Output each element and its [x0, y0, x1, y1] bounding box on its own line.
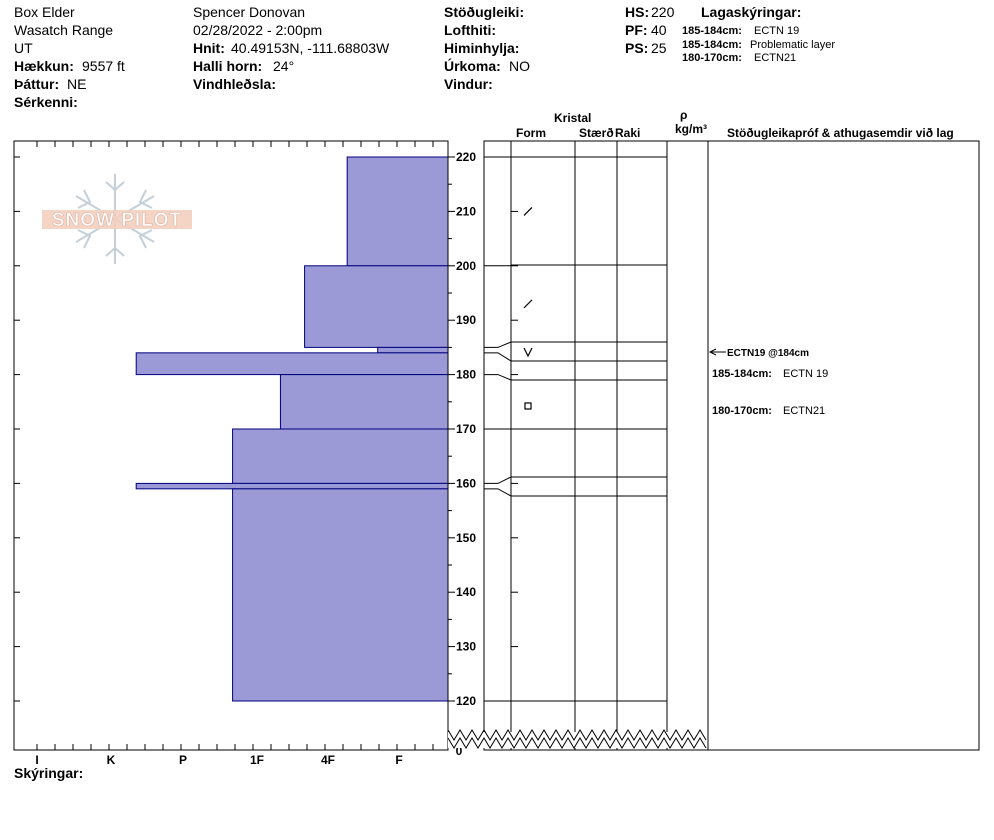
- hardness-bar: [304, 265, 449, 348]
- hardness-tick-label: F: [395, 753, 402, 767]
- stability-label: Stöðugleiki:: [444, 4, 524, 20]
- density-unit-header: kg/m³: [675, 122, 707, 136]
- hardness-bar: [135, 352, 449, 376]
- tests-header: Stöðugleikapróf & athugasemdir við lag: [727, 126, 954, 140]
- layer-note-text: ECTN 19: [754, 25, 799, 37]
- layer-note-range: 180-170cm:: [682, 52, 742, 64]
- wind-label: Vindur:: [444, 76, 493, 92]
- logo-text: SNOW PILOT: [52, 210, 182, 231]
- snowpilot-logo: SNOW PILOT: [42, 174, 192, 264]
- grain-symbol: [523, 347, 533, 358]
- y-tick-label: 120: [456, 694, 476, 708]
- ps-label: PS:: [625, 40, 648, 56]
- hardness-tick-label: K: [107, 753, 116, 767]
- slope-value: 24°: [273, 58, 294, 74]
- moisture-header: Raki: [615, 126, 640, 140]
- test-result-detail: ECTN 19: [783, 368, 828, 380]
- hardness-bar: [232, 428, 449, 484]
- test-result-detail: ECTN21: [783, 405, 825, 417]
- wind-loading-label: Vindhleðsla:: [193, 76, 276, 92]
- hardness-profile-area: [14, 141, 449, 750]
- notes-label: Skýringar:: [14, 765, 83, 781]
- location: Box Elder: [14, 4, 75, 20]
- aspect-label: Þáttur:: [14, 76, 59, 92]
- hardness-tick-label: 4F: [321, 753, 335, 767]
- size-header: Stærð: [579, 126, 614, 140]
- coords-label: Hnit:: [193, 40, 225, 56]
- hs-label: HS:: [625, 4, 649, 20]
- datetime: 02/28/2022 - 2:00pm: [193, 22, 322, 38]
- grain-symbol: [524, 402, 532, 410]
- elevation-label: Hækkun:: [14, 58, 74, 74]
- layer-note-text: Problematic layer: [750, 39, 835, 51]
- hardness-bar: [232, 488, 449, 702]
- hardness-tick-label: 1F: [250, 753, 264, 767]
- layer-note-range: 185-184cm:: [682, 39, 742, 51]
- layer-connector: [484, 488, 512, 497]
- layer-notes-title: Lagaskýringar:: [701, 4, 801, 20]
- hardness-bar: [279, 374, 449, 430]
- hardness-tick-label: I: [35, 753, 38, 767]
- form-header: Form: [516, 126, 546, 140]
- test-results: ECTN19 @184cm 185-184cm: ECTN 19 180-170cm:…: [708, 348, 828, 417]
- layer-connector: [484, 341, 512, 348]
- y-tick-label: 210: [456, 204, 476, 218]
- coords-value: 40.49153N, -111.68803W: [231, 40, 390, 56]
- ps-value: 25: [651, 40, 667, 56]
- rho-header: ρ: [680, 108, 687, 122]
- axis-break: [447, 737, 707, 749]
- hs-value: 220: [651, 4, 675, 20]
- layer-connector: [484, 352, 512, 362]
- y-tick-label: 190: [456, 313, 476, 327]
- break-band: [448, 732, 708, 748]
- y-tick-label: 160: [456, 476, 476, 490]
- crystal-grid: [447, 140, 709, 751]
- features-label: Sérkenni:: [14, 94, 78, 110]
- air-temp-label: Lofthiti:: [444, 22, 496, 38]
- y-tick-label: 220: [456, 150, 476, 164]
- range: Wasatch Range: [14, 22, 113, 38]
- precip-value: NO: [509, 58, 530, 74]
- slope-label: Halli horn:: [193, 58, 262, 74]
- aspect-value: NE: [67, 76, 86, 92]
- test-result: ECTN19 @184cm: [727, 348, 809, 359]
- precip-label: Úrkoma:: [444, 57, 501, 74]
- pf-label: PF:: [625, 22, 648, 38]
- axis-break: [447, 729, 707, 741]
- pf-value: 40: [651, 22, 667, 38]
- test-result-range: 185-184cm:: [712, 368, 772, 380]
- layer-note-range: 185-184cm:: [682, 25, 742, 37]
- y-tick-label: 130: [456, 640, 476, 654]
- height-axis: 220 210 200 190 180 170 160 150 140 130 120: [448, 150, 476, 708]
- hardness-bar: [377, 346, 449, 354]
- y-tick-label: 170: [456, 422, 476, 436]
- y-tick-label: 150: [456, 531, 476, 545]
- observer: Spencer Donovan: [193, 4, 305, 20]
- layer-connector: [484, 374, 512, 381]
- test-result-range: 180-170cm:: [712, 405, 772, 417]
- crystal-header: Kristal: [554, 111, 591, 125]
- grain-symbol: [523, 206, 533, 216]
- sky-label: Himinhylja:: [444, 40, 519, 56]
- layer-connector: [484, 476, 512, 484]
- y-tick-label: 140: [456, 585, 476, 599]
- layer-note-text: ECTN21: [754, 52, 796, 64]
- state: UT: [14, 40, 33, 56]
- y-tick-label: 200: [456, 259, 476, 273]
- hardness-bar: [346, 156, 449, 267]
- elevation-value: 9557 ft: [82, 58, 125, 74]
- grain-symbol: [523, 299, 533, 309]
- hardness-bar: [135, 482, 449, 490]
- y-tick-label: 0: [456, 744, 463, 758]
- hardness-axis: I K P 1F 4F F: [35, 753, 402, 767]
- grid-frame: [483, 140, 709, 751]
- tests-panel: [707, 140, 980, 751]
- hardness-frame: [13, 140, 449, 751]
- hardness-tick-label: P: [179, 753, 187, 767]
- test-arrow: [708, 348, 717, 356]
- y-tick-label: 180: [456, 368, 476, 382]
